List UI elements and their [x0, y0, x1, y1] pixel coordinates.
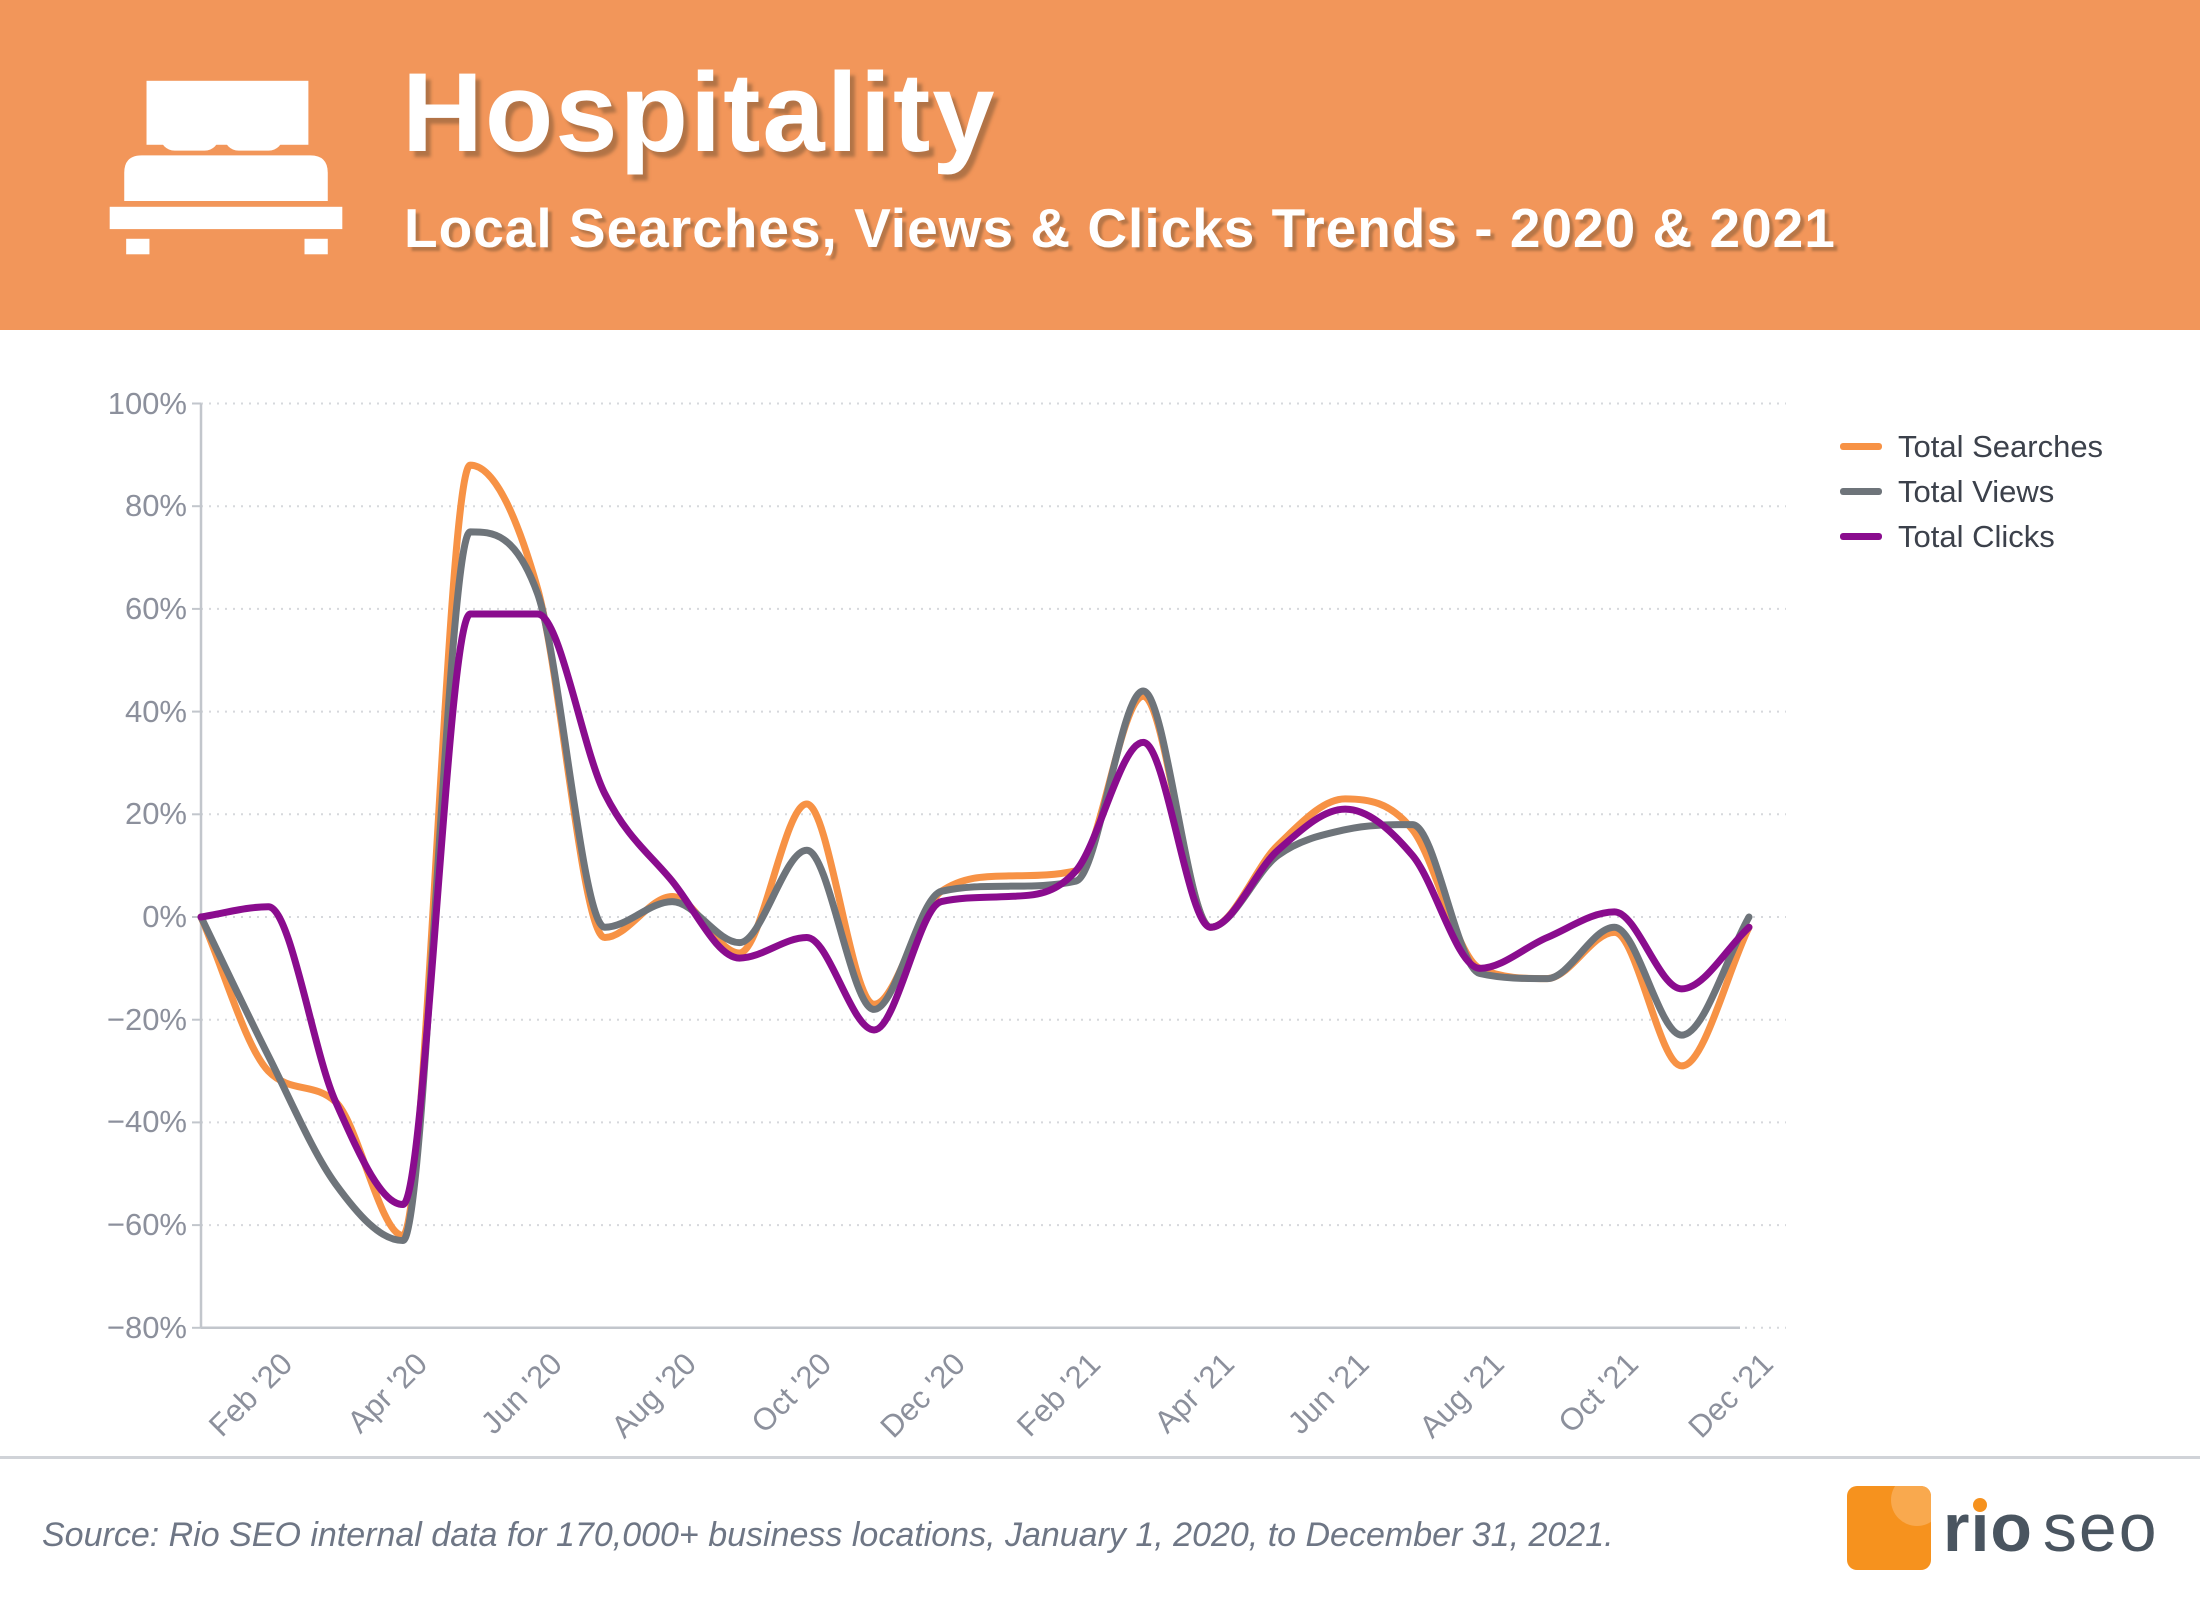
- series-line-total-views: [197, 528, 1753, 1245]
- y-tick-label: 80%: [124, 488, 187, 524]
- logo-text-seo: seo: [2042, 1490, 2159, 1566]
- page-title: Hospitality: [402, 50, 997, 175]
- y-tick-label: −40%: [106, 1104, 187, 1140]
- legend-swatch-icon: [1840, 488, 1882, 495]
- bed-icon: [109, 80, 343, 255]
- legend-label: Total Clicks: [1898, 518, 2055, 554]
- series-line-total-clicks: [197, 610, 1753, 1209]
- rioseo-logo: rıo seo: [1847, 1486, 2159, 1576]
- y-tick-label: 0%: [142, 899, 187, 934]
- y-tick-label: −60%: [106, 1207, 187, 1243]
- legend-item: Total Clicks: [1840, 514, 2103, 559]
- header-banner: Hospitality Local Searches, Views & Clic…: [0, 0, 2200, 330]
- legend-item: Total Searches: [1840, 424, 2103, 469]
- logo-text-rio: rıo: [1943, 1490, 2033, 1566]
- y-tick-label: −80%: [106, 1309, 187, 1345]
- rioseo-logo-text: rıo seo: [1943, 1486, 2159, 1570]
- chart-legend: Total Searches Total Views Total Clicks: [1840, 424, 2103, 559]
- y-tick-label: 100%: [107, 385, 187, 421]
- legend-label: Total Views: [1898, 473, 2055, 509]
- footer-divider: [0, 1456, 2200, 1459]
- y-tick-label: 20%: [124, 796, 187, 832]
- legend-swatch-icon: [1840, 533, 1882, 540]
- logo-bubble-icon: [1891, 1486, 1931, 1526]
- y-tick-label: 60%: [124, 590, 187, 626]
- source-note: Source: Rio SEO internal data for 170,00…: [42, 1516, 1614, 1554]
- page-subtitle: Local Searches, Views & Clicks Trends - …: [404, 197, 1836, 259]
- legend-item: Total Views: [1840, 469, 2103, 514]
- legend-label: Total Searches: [1898, 428, 2104, 464]
- y-tick-label: −20%: [106, 1001, 187, 1037]
- logo-i-dot-icon: [1973, 1498, 1987, 1512]
- rioseo-logo-mark: [1847, 1486, 1931, 1570]
- legend-swatch-icon: [1840, 443, 1882, 450]
- series-line-total-searches: [197, 461, 1753, 1239]
- y-tick-label: 40%: [124, 693, 187, 729]
